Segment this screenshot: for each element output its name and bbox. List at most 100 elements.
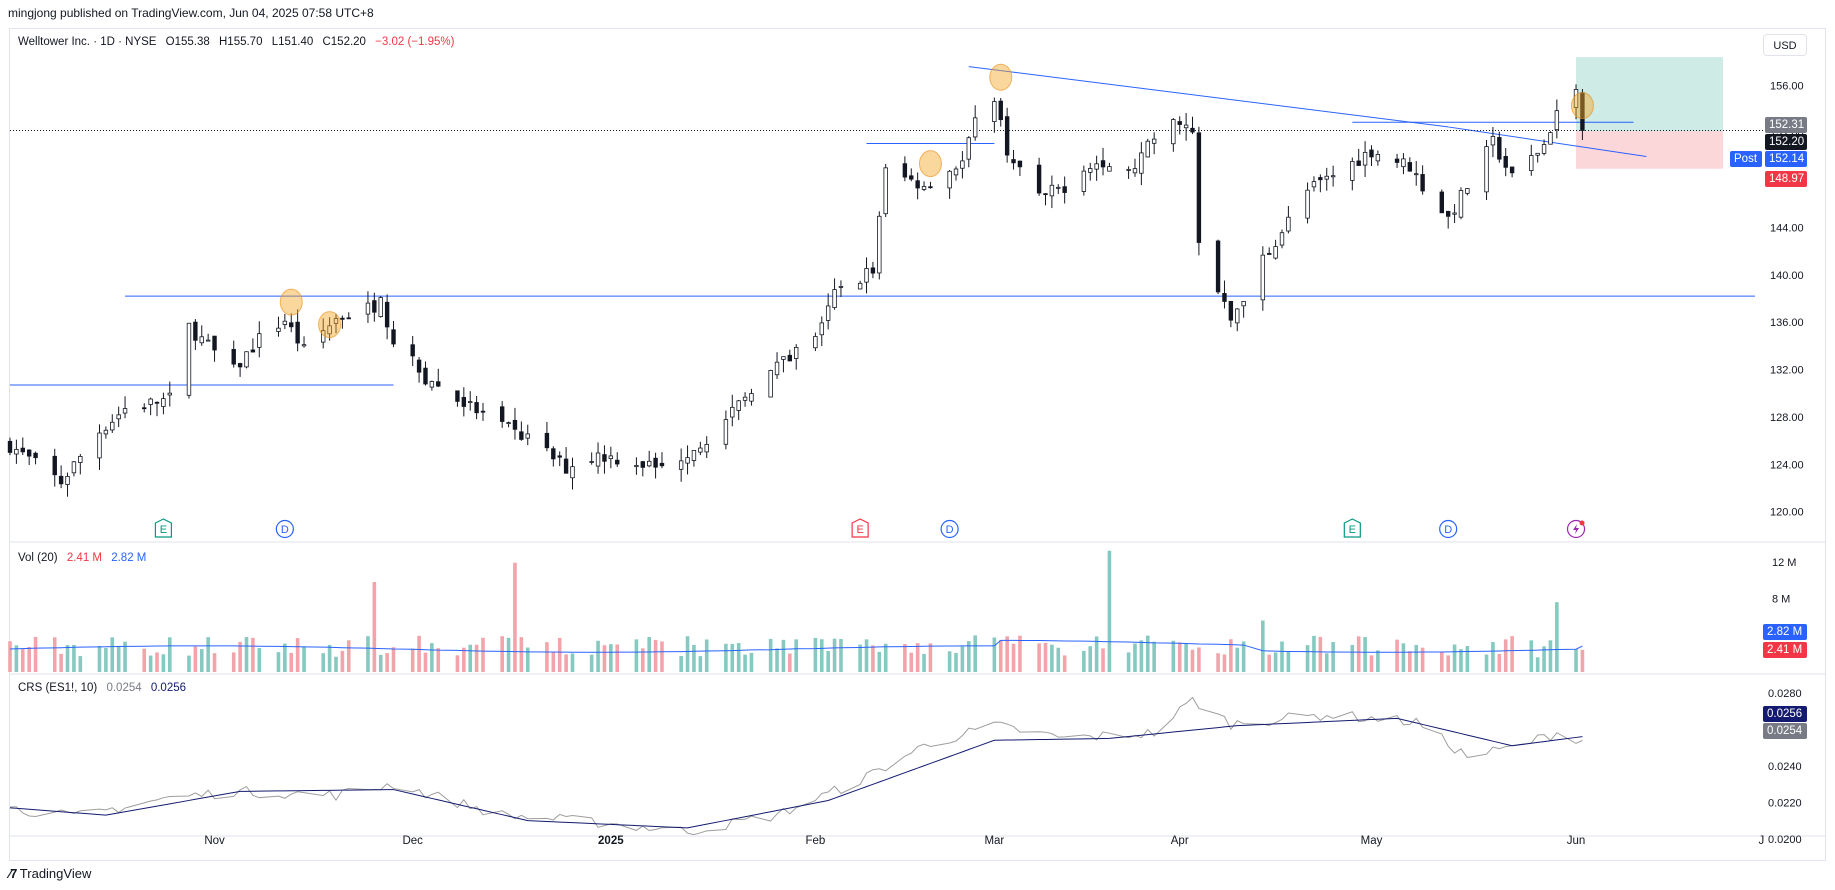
volume-bar — [1094, 636, 1099, 672]
volume-bar — [366, 636, 370, 672]
volume-title: Vol (20) — [18, 552, 58, 564]
candle — [857, 280, 863, 290]
symbol-legend[interactable]: Welltower Inc. · 1D · NYSE O155.38 H155.… — [18, 34, 460, 50]
candle — [659, 452, 665, 469]
candle — [557, 451, 562, 467]
candle — [1107, 162, 1112, 172]
volume-bar — [589, 654, 594, 672]
currency-button[interactable]: USD — [1763, 34, 1807, 56]
volume-bar — [1139, 640, 1144, 672]
publish-line: mingjong published on TradingView.com, J… — [8, 6, 374, 20]
ohlc-high: H155.70 — [219, 36, 263, 48]
volume-bar — [321, 653, 326, 672]
candle — [1318, 174, 1323, 193]
volume-bar — [954, 652, 958, 672]
volume-bar — [1331, 642, 1335, 672]
volume-bar — [826, 651, 830, 672]
candle — [838, 280, 844, 297]
volume-bar — [1305, 645, 1310, 672]
candle — [340, 315, 345, 329]
event-marker-earnings[interactable]: E — [851, 518, 869, 538]
candle — [544, 421, 550, 452]
candle — [455, 390, 460, 407]
candle — [1228, 300, 1234, 328]
candle — [512, 407, 518, 440]
volume-bar — [1535, 657, 1540, 672]
volume-bar — [1018, 635, 1022, 672]
volume-bar — [564, 654, 568, 672]
event-marker-news[interactable] — [1566, 519, 1586, 539]
candle — [122, 396, 128, 419]
volume-bar — [193, 646, 198, 672]
candle — [551, 446, 556, 467]
candle — [161, 392, 166, 415]
symbol-name[interactable]: Welltower Inc. · 1D · NYSE — [18, 36, 157, 48]
candle — [928, 181, 933, 189]
candle — [33, 451, 38, 465]
candle — [1286, 205, 1291, 234]
crs-ma-tag: 0.0256 — [1763, 706, 1807, 722]
event-marker-earnings[interactable]: E — [1343, 518, 1361, 538]
volume-bar — [1408, 651, 1412, 672]
crs-legend[interactable]: CRS (ES1!, 10) 0.0254 0.0256 — [18, 680, 192, 696]
volume-bar — [660, 641, 664, 672]
volume-bar — [187, 655, 191, 672]
candle — [864, 257, 869, 294]
candle — [499, 401, 505, 428]
volume-bar — [1510, 636, 1514, 672]
candle — [384, 294, 390, 340]
volume-bar — [430, 643, 434, 672]
volume-bar — [142, 648, 147, 672]
volume-bar — [1491, 642, 1495, 672]
volume-legend[interactable]: Vol (20) 2.41 M 2.82 M — [18, 550, 152, 566]
volume-value: 2.41 M — [66, 552, 103, 564]
event-marker-label: E — [1349, 524, 1356, 536]
volume-bar — [947, 651, 952, 672]
volume-bar — [679, 656, 683, 672]
volume-bar — [340, 650, 345, 672]
volume-bar — [116, 645, 121, 672]
volume-bar — [20, 649, 25, 672]
volume-bar — [1216, 653, 1220, 672]
event-marker-dividend[interactable]: D — [940, 519, 959, 539]
volume-bar — [1503, 639, 1508, 672]
candle — [26, 449, 32, 466]
candle — [372, 292, 377, 322]
price-axis-label: 140.00 — [1770, 270, 1804, 282]
time-axis-label: Jun — [1567, 835, 1586, 847]
candle — [1305, 182, 1310, 224]
volume-bar — [1082, 650, 1086, 672]
volume-bar — [692, 644, 696, 672]
candle — [1088, 162, 1093, 181]
candle — [1081, 165, 1087, 196]
volume-bar — [417, 635, 421, 672]
candle — [1375, 150, 1381, 166]
volume-bar — [283, 643, 287, 672]
volume-bar — [909, 652, 914, 672]
volume-bar — [832, 638, 837, 672]
volume-bar — [730, 644, 735, 672]
candle — [1267, 247, 1272, 255]
candle — [78, 453, 83, 475]
candle — [1407, 157, 1413, 172]
candle — [1279, 229, 1285, 249]
event-marker-dividend[interactable]: D — [1439, 519, 1458, 539]
candle — [1145, 138, 1150, 158]
volume-bar — [474, 644, 479, 672]
event-marker-earnings[interactable]: E — [154, 518, 173, 538]
event-marker-dividend[interactable]: D — [275, 519, 294, 539]
candle — [1094, 155, 1099, 181]
candle — [525, 424, 530, 446]
volume-bar — [551, 652, 556, 672]
post-market-label: Post — [1730, 151, 1762, 167]
volume-bar — [973, 635, 977, 672]
candle — [781, 356, 786, 373]
volume-bar — [749, 652, 754, 672]
candle — [615, 452, 620, 467]
candle — [1215, 239, 1221, 295]
candle — [992, 97, 997, 133]
volume-bar — [1101, 648, 1105, 672]
tradingview-logo[interactable]: ⁄7 TradingView — [9, 864, 91, 884]
tradingview-logo-icon: ⁄7 — [9, 866, 17, 881]
